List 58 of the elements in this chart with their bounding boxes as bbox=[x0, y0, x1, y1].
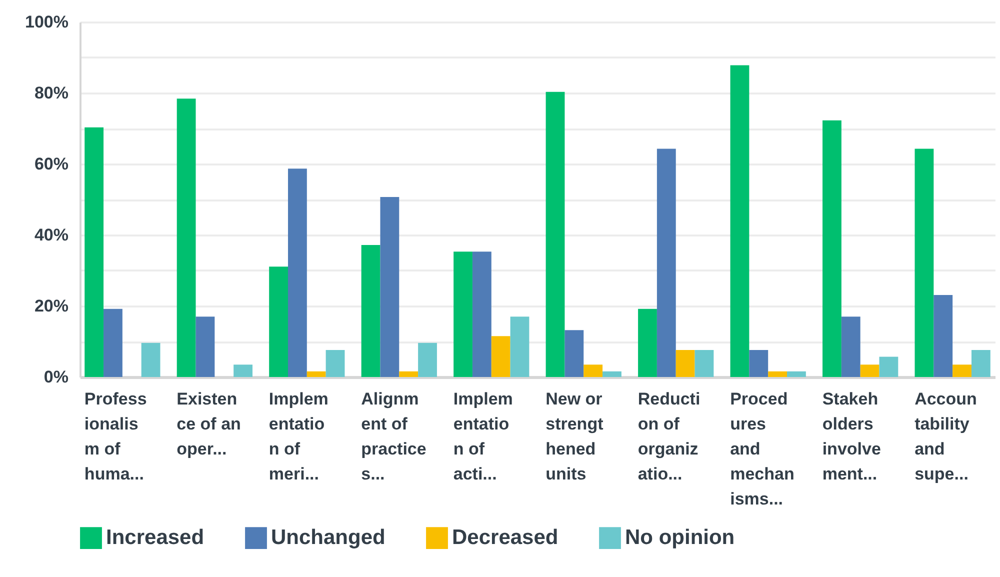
bar bbox=[361, 244, 380, 377]
bar bbox=[176, 98, 196, 377]
x-tick-label: Accountability and supe... bbox=[914, 390, 977, 484]
bar bbox=[822, 120, 842, 377]
bar bbox=[730, 65, 750, 377]
bar bbox=[510, 316, 530, 377]
legend-label: Decreased bbox=[452, 526, 558, 550]
x-tick-label: Professionalism of huma... bbox=[84, 390, 147, 484]
bar bbox=[602, 371, 622, 377]
bar bbox=[768, 371, 788, 377]
bar bbox=[694, 350, 714, 377]
legend-label: No opinion bbox=[625, 526, 735, 550]
legend-label: Unchanged bbox=[271, 526, 386, 550]
bar bbox=[656, 148, 676, 377]
x-tick-label: Stakeholders involvement... bbox=[822, 390, 881, 484]
bar bbox=[491, 336, 510, 377]
x-tick-label: Existence of an oper... bbox=[176, 390, 241, 458]
y-tick-label: 0% bbox=[44, 368, 68, 386]
bar bbox=[288, 168, 307, 377]
bar bbox=[234, 364, 252, 377]
bar bbox=[418, 342, 437, 377]
bar bbox=[971, 350, 990, 377]
x-tick-label: Implementation of acti... bbox=[453, 390, 513, 484]
bar bbox=[306, 371, 326, 377]
bar bbox=[914, 148, 934, 377]
bar bbox=[104, 308, 122, 377]
x-tick-label: Implementation of meri... bbox=[268, 390, 328, 484]
legend-label: Increased bbox=[106, 526, 204, 550]
x-tick-label: Procedures and mechanisms... bbox=[730, 390, 794, 508]
bar bbox=[841, 316, 860, 377]
bar bbox=[584, 364, 603, 377]
bar bbox=[638, 308, 657, 377]
bar bbox=[196, 316, 215, 377]
bar bbox=[380, 197, 400, 377]
bar bbox=[326, 350, 345, 377]
bar bbox=[564, 330, 584, 377]
bar bbox=[860, 364, 880, 377]
bar bbox=[546, 92, 565, 377]
bar bbox=[879, 356, 898, 377]
y-tick-label: 20% bbox=[34, 296, 68, 316]
bar bbox=[952, 364, 972, 377]
bar bbox=[84, 127, 104, 377]
bar bbox=[472, 252, 492, 377]
bar bbox=[676, 350, 695, 377]
x-tick-label: Alignment of practices... bbox=[361, 390, 426, 484]
y-tick-label: 60% bbox=[34, 154, 68, 174]
bar bbox=[454, 252, 472, 377]
y-tick-label: 40% bbox=[34, 226, 68, 244]
y-tick-label: 100% bbox=[25, 12, 68, 32]
x-tick-label: New or strengthened units bbox=[546, 390, 604, 484]
bar bbox=[749, 350, 768, 377]
bar bbox=[399, 371, 418, 377]
bar bbox=[269, 266, 288, 377]
bar bbox=[141, 342, 160, 377]
bar bbox=[934, 294, 953, 377]
bar bbox=[787, 371, 806, 377]
x-tick-label: Reduction of organizatio... bbox=[638, 390, 700, 484]
y-tick-label: 80% bbox=[34, 84, 68, 102]
